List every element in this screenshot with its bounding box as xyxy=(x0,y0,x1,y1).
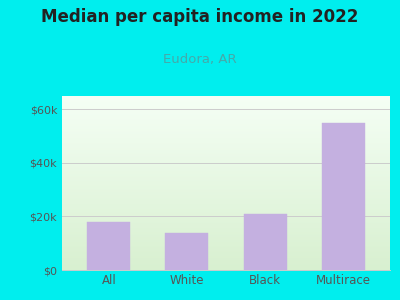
Bar xyxy=(244,214,286,270)
Bar xyxy=(87,222,130,270)
Text: Eudora, AR: Eudora, AR xyxy=(163,52,237,65)
Bar xyxy=(166,232,208,270)
Bar xyxy=(322,123,365,270)
Text: Median per capita income in 2022: Median per capita income in 2022 xyxy=(41,8,359,26)
